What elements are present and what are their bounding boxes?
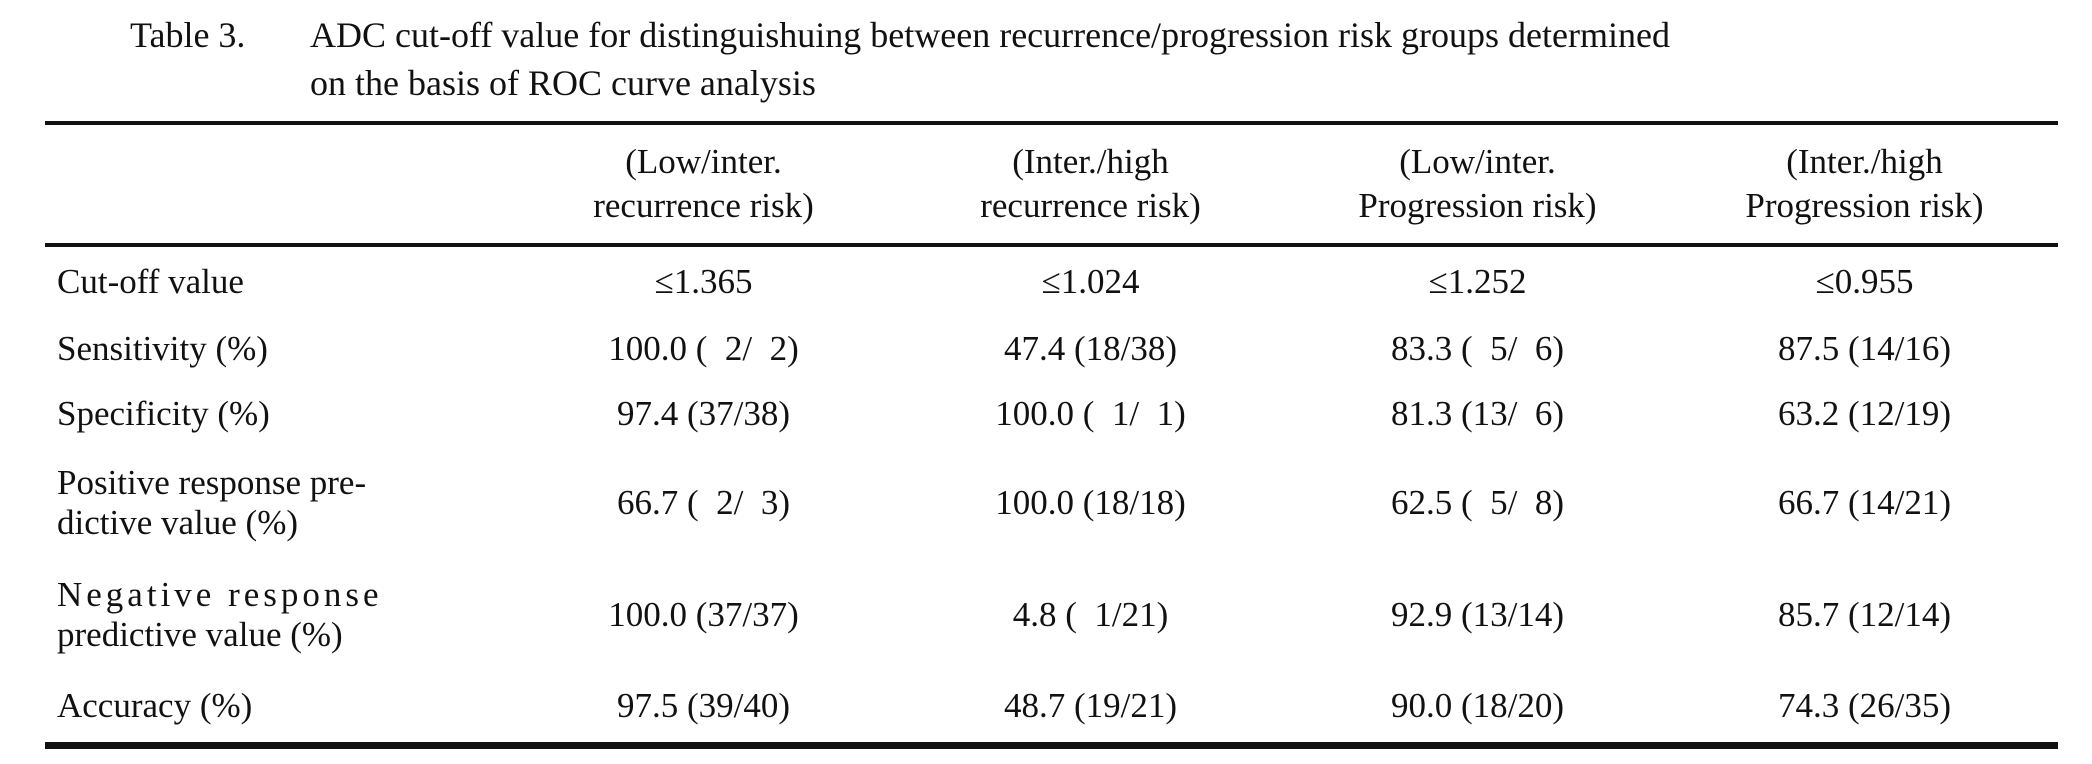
cell-value: 66.7 ( 2/ 3) bbox=[616, 482, 791, 522]
table-row-accuracy: Accuracy (%) 97.5 (39/40) 48.7 (19/21) 9… bbox=[45, 671, 2058, 745]
cell-value: ≤1.024 bbox=[1041, 261, 1140, 301]
table-row-ppv: Positive response pre- dictive value (%)… bbox=[45, 447, 2058, 559]
header-line: (Inter./high bbox=[1786, 142, 1943, 182]
caption-line-1: ADC cut-off value for distinguishuing be… bbox=[310, 15, 1670, 55]
row-label: Sensitivity (%) bbox=[57, 329, 268, 369]
header-row: (Low/inter. recurrence risk) (Inter./hig… bbox=[45, 123, 2058, 248]
header-line: (Inter./high bbox=[1012, 142, 1169, 182]
header-empty-cell bbox=[45, 123, 510, 248]
cell-value: ≤0.955 bbox=[1815, 261, 1914, 301]
cell-value: 97.5 (39/40) bbox=[616, 686, 791, 726]
table-row-cutoff: Cut-off value ≤1.365 ≤1.024 ≤1.252 ≤0.95… bbox=[45, 245, 2058, 317]
table-caption-text: ADC cut-off value for distinguishuing be… bbox=[310, 12, 2092, 107]
table-row-sensitivity: Sensitivity (%) 100.0 ( 2/ 2) 47.4 (18/3… bbox=[45, 317, 2058, 382]
header-low-inter-progression: (Low/inter. Progression risk) bbox=[1284, 123, 1671, 248]
cell-value: 85.7 (12/14) bbox=[1777, 594, 1952, 634]
cell-value: 4.8 ( 1/21) bbox=[1012, 594, 1169, 634]
header-low-inter-recurrence: (Low/inter. recurrence risk) bbox=[510, 123, 897, 248]
header-inter-high-recurrence: (Inter./high recurrence risk) bbox=[897, 123, 1284, 248]
cell-value: 92.9 (13/14) bbox=[1390, 594, 1565, 634]
cell-value: 100.0 (18/18) bbox=[995, 482, 1186, 522]
header-line: Progression risk) bbox=[1358, 186, 1597, 226]
table-row-specificity: Specificity (%) 97.4 (37/38) 100.0 ( 1/ … bbox=[45, 382, 2058, 447]
header-inter-high-progression: (Inter./high Progression risk) bbox=[1671, 123, 2058, 248]
cell-value: 83.3 ( 5/ 6) bbox=[1390, 329, 1565, 369]
header-line: (Low/inter. bbox=[625, 142, 782, 182]
header-line: recurrence risk) bbox=[980, 186, 1201, 226]
row-label: Specificity (%) bbox=[57, 394, 270, 434]
cell-value: 90.0 (18/20) bbox=[1390, 686, 1565, 726]
cell-value: 100.0 ( 2/ 2) bbox=[608, 329, 799, 369]
cell-value: 81.3 (13/ 6) bbox=[1390, 394, 1565, 434]
cell-value: 74.3 (26/35) bbox=[1777, 686, 1952, 726]
table-number: Table 3. bbox=[130, 15, 246, 55]
cell-value: 100.0 ( 1/ 1) bbox=[995, 394, 1186, 434]
header-line: Progression risk) bbox=[1745, 186, 1984, 226]
cell-value: 97.4 (37/38) bbox=[616, 394, 791, 434]
header-line: (Low/inter. bbox=[1399, 142, 1556, 182]
paper-page: Table 3. ADC cut-off value for distingui… bbox=[0, 12, 2092, 764]
row-label: Accuracy (%) bbox=[57, 686, 253, 726]
cell-value: 87.5 (14/16) bbox=[1777, 329, 1952, 369]
table-row-npv: Negative response predictive value (%) 1… bbox=[45, 559, 2058, 671]
cell-value: 62.5 ( 5/ 8) bbox=[1390, 482, 1565, 522]
row-label: Cut-off value bbox=[57, 261, 244, 301]
cell-value: 48.7 (19/21) bbox=[1003, 686, 1178, 726]
table-caption: Table 3. ADC cut-off value for distingui… bbox=[130, 12, 2092, 107]
row-label: Negative response predictive value (%) bbox=[57, 574, 383, 655]
header-line: recurrence risk) bbox=[593, 186, 814, 226]
roc-analysis-table: (Low/inter. recurrence risk) (Inter./hig… bbox=[45, 121, 2058, 749]
cell-value: 66.7 (14/21) bbox=[1777, 482, 1952, 522]
cell-value: 47.4 (18/38) bbox=[1003, 329, 1178, 369]
cell-value: 100.0 (37/37) bbox=[608, 594, 799, 634]
row-label: Positive response pre- dictive value (%) bbox=[57, 462, 367, 543]
caption-line-2: on the basis of ROC curve analysis bbox=[310, 62, 816, 103]
cell-value: ≤1.252 bbox=[1428, 261, 1527, 301]
cell-value: ≤1.365 bbox=[654, 261, 753, 301]
cell-value: 63.2 (12/19) bbox=[1777, 394, 1952, 434]
